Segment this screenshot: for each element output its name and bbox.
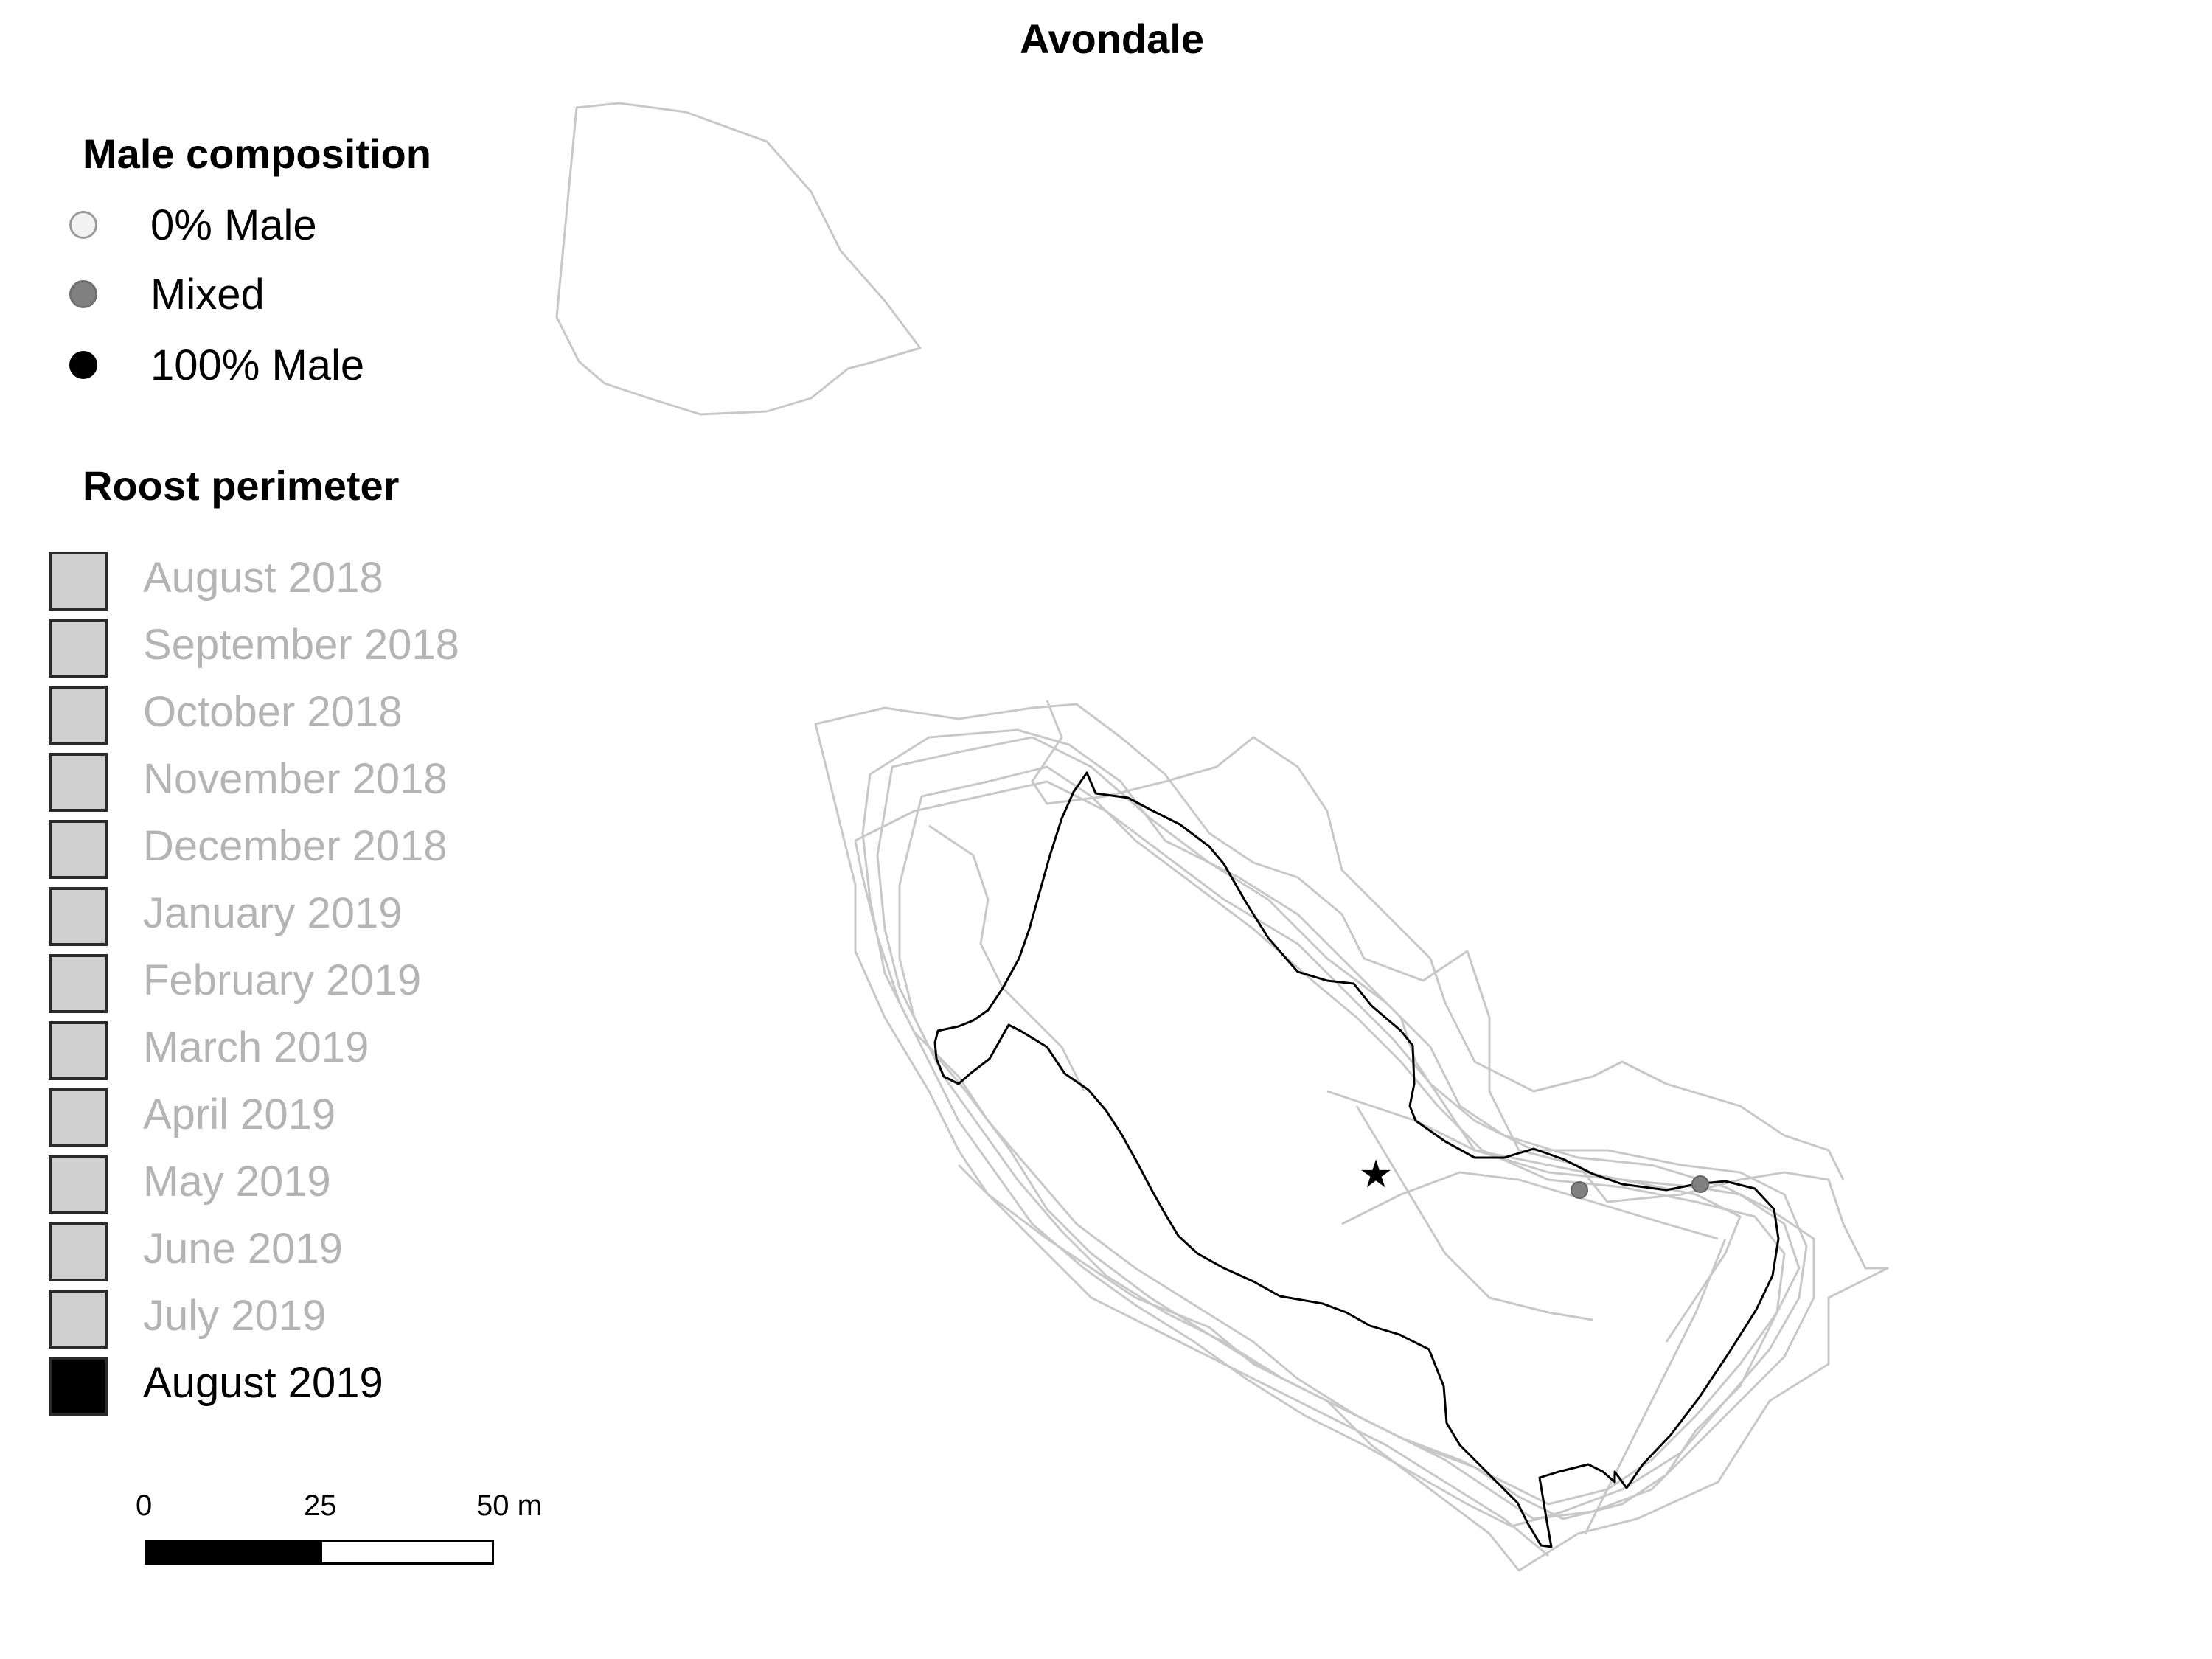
perimeter-label: March 2019	[143, 1023, 369, 1071]
past-perimeter-outline	[1584, 1238, 1727, 1534]
perimeter-legend-item: December 2018	[49, 820, 565, 879]
past-perimeters	[555, 102, 1889, 1572]
perimeter-legend-heading: Roost perimeter	[83, 462, 400, 509]
perimeter-swatch	[49, 1222, 108, 1281]
perimeter-label: August 2018	[143, 554, 383, 602]
scalebar-label: 0	[136, 1489, 153, 1522]
past-perimeter-outline	[814, 703, 1889, 1572]
scalebar-label: 25	[304, 1489, 337, 1522]
perimeter-label: April 2019	[143, 1091, 336, 1138]
scalebar-label: 50 m	[476, 1489, 542, 1522]
mixed-marker	[1691, 1175, 1709, 1193]
composition-dot-mixed	[69, 280, 97, 308]
perimeter-legend-item: May 2019	[49, 1155, 565, 1214]
perimeter-label: June 2019	[143, 1225, 343, 1273]
perimeter-label: November 2018	[143, 755, 448, 803]
perimeter-swatch	[49, 954, 108, 1013]
star-icon: ★	[1359, 1152, 1394, 1197]
composition-label: 0% Male	[150, 201, 317, 249]
scalebar-segment-white	[320, 1540, 494, 1565]
composition-legend-heading: Male composition	[83, 131, 431, 177]
current-perimeter	[933, 771, 1780, 1548]
past-perimeter-outline	[1031, 700, 1845, 1180]
past-perimeter-outline	[1341, 1171, 1719, 1240]
past-perimeter-outline	[854, 780, 1808, 1528]
perimeter-legend-item: February 2019	[49, 954, 565, 1013]
perimeter-label: January 2019	[143, 889, 403, 937]
perimeter-swatch	[49, 1155, 108, 1214]
perimeter-label: December 2018	[143, 822, 448, 870]
perimeter-swatch	[49, 1021, 108, 1080]
composition-label: Mixed	[150, 271, 265, 319]
composition-legend-item: 0% Male	[69, 201, 512, 262]
composition-legend-item: Mixed	[69, 271, 512, 332]
perimeter-legend-item: June 2019	[49, 1222, 565, 1281]
perimeter-label: July 2019	[143, 1292, 327, 1340]
perimeter-label: September 2018	[143, 621, 459, 669]
perimeter-swatch	[49, 820, 108, 879]
perimeter-legend-item: September 2018	[49, 619, 565, 678]
composition-label: 100% Male	[150, 341, 365, 389]
perimeter-legend-item-current: August 2019	[49, 1357, 565, 1416]
mixed-marker	[1571, 1181, 1588, 1199]
past-perimeter-outline	[928, 824, 1085, 1092]
perimeter-label: May 2019	[143, 1158, 331, 1206]
current-perimeter-group	[933, 771, 1780, 1548]
perimeter-swatch	[49, 1088, 108, 1147]
past-perimeter-outline	[1355, 1105, 1593, 1321]
perimeter-label: August 2019	[143, 1359, 383, 1407]
past-perimeter-outline	[555, 102, 922, 416]
perimeter-legend-item: August 2018	[49, 552, 565, 611]
past-perimeter-outline	[898, 765, 1786, 1506]
perimeter-legend-item: November 2018	[49, 753, 565, 812]
perimeter-swatch	[49, 552, 108, 611]
perimeter-legend-item: January 2019	[49, 887, 565, 946]
perimeter-legend-item: March 2019	[49, 1021, 565, 1080]
past-perimeter-outline	[957, 1164, 1549, 1557]
perimeter-swatch	[49, 887, 108, 946]
perimeter-swatch	[49, 1290, 108, 1349]
past-perimeter-outline	[876, 736, 1815, 1520]
composition-dot-100-male	[69, 351, 97, 379]
composition-dot-0-male	[69, 211, 97, 239]
perimeter-label: October 2018	[143, 688, 403, 736]
perimeter-swatch	[49, 753, 108, 812]
past-perimeter-outline	[1326, 1090, 1742, 1343]
mixed-markers	[1571, 1175, 1709, 1199]
perimeter-legend-item: October 2018	[49, 686, 565, 745]
map-title: Avondale	[1020, 15, 1204, 62]
perimeter-swatch	[49, 686, 108, 745]
composition-legend-item: 100% Male	[69, 341, 512, 403]
perimeter-legend-item: July 2019	[49, 1290, 565, 1349]
past-perimeter-outline	[861, 728, 1801, 1520]
perimeter-swatch	[49, 619, 108, 678]
scalebar-segment-black	[145, 1540, 321, 1565]
perimeter-label: February 2019	[143, 956, 422, 1004]
perimeter-swatch	[49, 1357, 108, 1416]
perimeter-legend-item: April 2019	[49, 1088, 565, 1147]
